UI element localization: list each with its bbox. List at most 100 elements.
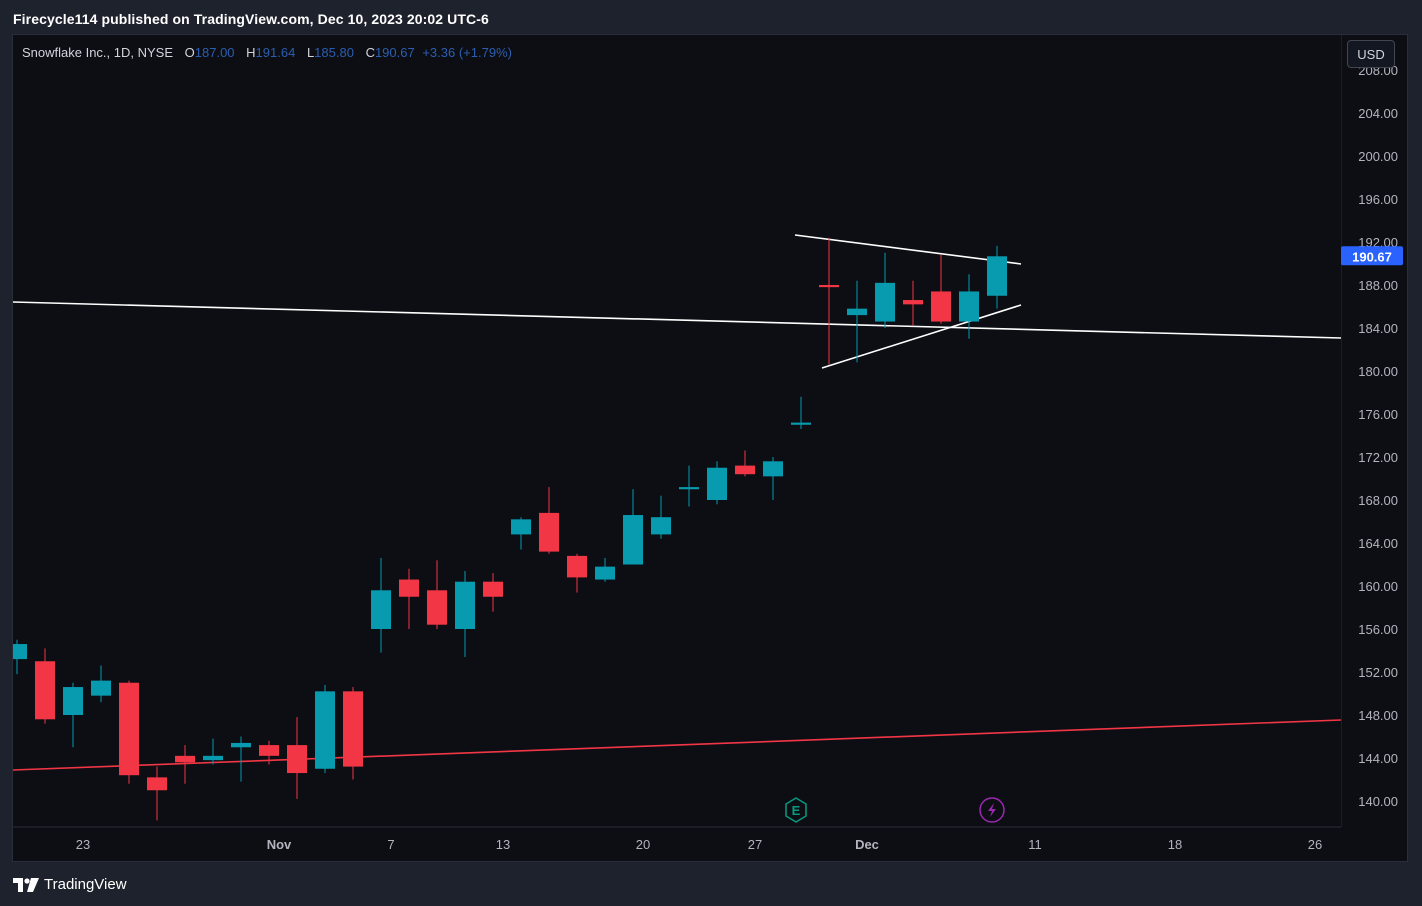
candle-body xyxy=(371,590,391,629)
candle-body xyxy=(595,566,615,580)
candle-body xyxy=(511,519,531,535)
candle[interactable] xyxy=(91,665,111,703)
candle-body xyxy=(315,691,335,769)
candle[interactable] xyxy=(707,461,727,505)
candle[interactable] xyxy=(427,560,447,629)
top-bar: Firecycle114 published on TradingView.co… xyxy=(0,0,1422,34)
chart-frame[interactable] xyxy=(12,34,1408,862)
candle[interactable] xyxy=(987,245,1007,309)
candle[interactable] xyxy=(903,280,923,326)
candle-body xyxy=(203,755,223,761)
price-tick-label: 180.00 xyxy=(1358,364,1398,379)
candle-body xyxy=(483,581,503,597)
low-label: L xyxy=(306,45,315,60)
support-line-red[interactable] xyxy=(13,719,1341,771)
price-tick-label: 168.00 xyxy=(1358,493,1398,508)
ohlc-legend: Snowflake Inc., 1D, NYSE O187.00 H191.64… xyxy=(22,45,512,60)
candle-body xyxy=(987,256,1007,296)
candle[interactable] xyxy=(567,553,587,593)
tradingview-brand: TradingView xyxy=(44,876,127,893)
candle-body xyxy=(343,691,363,767)
candle[interactable] xyxy=(231,736,251,782)
candle-body xyxy=(735,465,755,475)
candle-body xyxy=(147,777,167,791)
candle[interactable] xyxy=(175,745,195,784)
time-tick-label: 13 xyxy=(496,837,510,852)
candle[interactable] xyxy=(931,254,951,324)
candle[interactable] xyxy=(399,568,419,629)
candle[interactable] xyxy=(819,237,839,365)
price-tick-label: 148.00 xyxy=(1358,708,1398,723)
candle[interactable] xyxy=(343,687,363,780)
candle[interactable] xyxy=(511,517,531,550)
symbol-name: Snowflake Inc., 1D, NYSE xyxy=(22,45,174,60)
candle[interactable] xyxy=(875,252,895,328)
candle-body xyxy=(63,687,83,715)
tradingview-logo[interactable]: TradingView xyxy=(13,876,127,893)
high-label: H xyxy=(246,45,256,60)
triangle-lower-line[interactable] xyxy=(821,304,1022,369)
candle[interactable] xyxy=(763,457,783,500)
time-tick-label: 26 xyxy=(1308,837,1322,852)
candle[interactable] xyxy=(63,682,83,748)
currency-button[interactable]: USD xyxy=(1347,40,1395,68)
time-tick-label: Nov xyxy=(267,837,292,852)
candle[interactable] xyxy=(35,648,55,724)
candle-body xyxy=(651,517,671,535)
open-label: O xyxy=(184,45,195,60)
candle-body xyxy=(931,291,951,322)
time-tick-label: 27 xyxy=(748,837,762,852)
candle-body xyxy=(623,515,643,565)
candle[interactable] xyxy=(147,766,167,821)
triangle-upper-line[interactable] xyxy=(794,234,1022,265)
candle[interactable] xyxy=(483,573,503,612)
price-tick-label: 144.00 xyxy=(1358,751,1398,766)
candle[interactable] xyxy=(791,396,811,430)
candle[interactable] xyxy=(203,738,223,765)
candle-body xyxy=(567,555,587,578)
price-tick-label: 176.00 xyxy=(1358,407,1398,422)
publish-info: Firecycle114 published on TradingView.co… xyxy=(13,11,489,27)
change-value: +3.36 (+1.79%) xyxy=(422,45,512,60)
candle[interactable] xyxy=(623,489,643,565)
earnings-icon[interactable]: E xyxy=(785,797,807,823)
candle[interactable] xyxy=(735,450,755,477)
price-axis: 140.00 144.00 148.00 152.00 156.00 160.00 164.… xyxy=(1341,35,1398,827)
candle[interactable] xyxy=(959,274,979,339)
candle[interactable] xyxy=(539,487,559,554)
candle-body xyxy=(427,590,447,625)
candle[interactable] xyxy=(119,680,139,784)
candle[interactable] xyxy=(679,465,699,507)
candle[interactable] xyxy=(371,558,391,653)
candle[interactable] xyxy=(595,558,615,582)
candle[interactable] xyxy=(259,740,279,765)
candle-body xyxy=(959,291,979,322)
price-tick-label: 164.00 xyxy=(1358,536,1398,551)
candle-body xyxy=(13,644,27,660)
bottom-bar xyxy=(0,862,1422,906)
price-tick-label: 200.00 xyxy=(1358,149,1398,164)
candle[interactable] xyxy=(455,570,475,657)
high-value: 191.64 xyxy=(255,45,296,60)
candle[interactable] xyxy=(287,717,307,799)
candle[interactable] xyxy=(7,639,27,675)
candle-body xyxy=(175,755,195,763)
candle-body xyxy=(707,467,727,500)
time-tick-label: 18 xyxy=(1168,837,1182,852)
close-label: C xyxy=(365,45,375,60)
candle[interactable] xyxy=(847,280,867,363)
candle-body xyxy=(91,680,111,696)
dividend-flash-icon[interactable] xyxy=(979,797,1005,823)
candle[interactable] xyxy=(315,684,335,774)
candle-body xyxy=(399,579,419,597)
candle-body xyxy=(259,745,279,756)
time-tick-label: 20 xyxy=(636,837,650,852)
time-axis: 23 Nov 7 13 20 27 Dec 11 18 26 xyxy=(13,826,1341,852)
resistance-line-white[interactable] xyxy=(13,301,1341,339)
price-tick-label: 204.00 xyxy=(1358,106,1398,121)
time-tick-label: 11 xyxy=(1028,837,1042,852)
time-tick-label: 23 xyxy=(76,837,90,852)
candle[interactable] xyxy=(651,495,671,539)
price-tick-label: 188.00 xyxy=(1358,278,1398,293)
